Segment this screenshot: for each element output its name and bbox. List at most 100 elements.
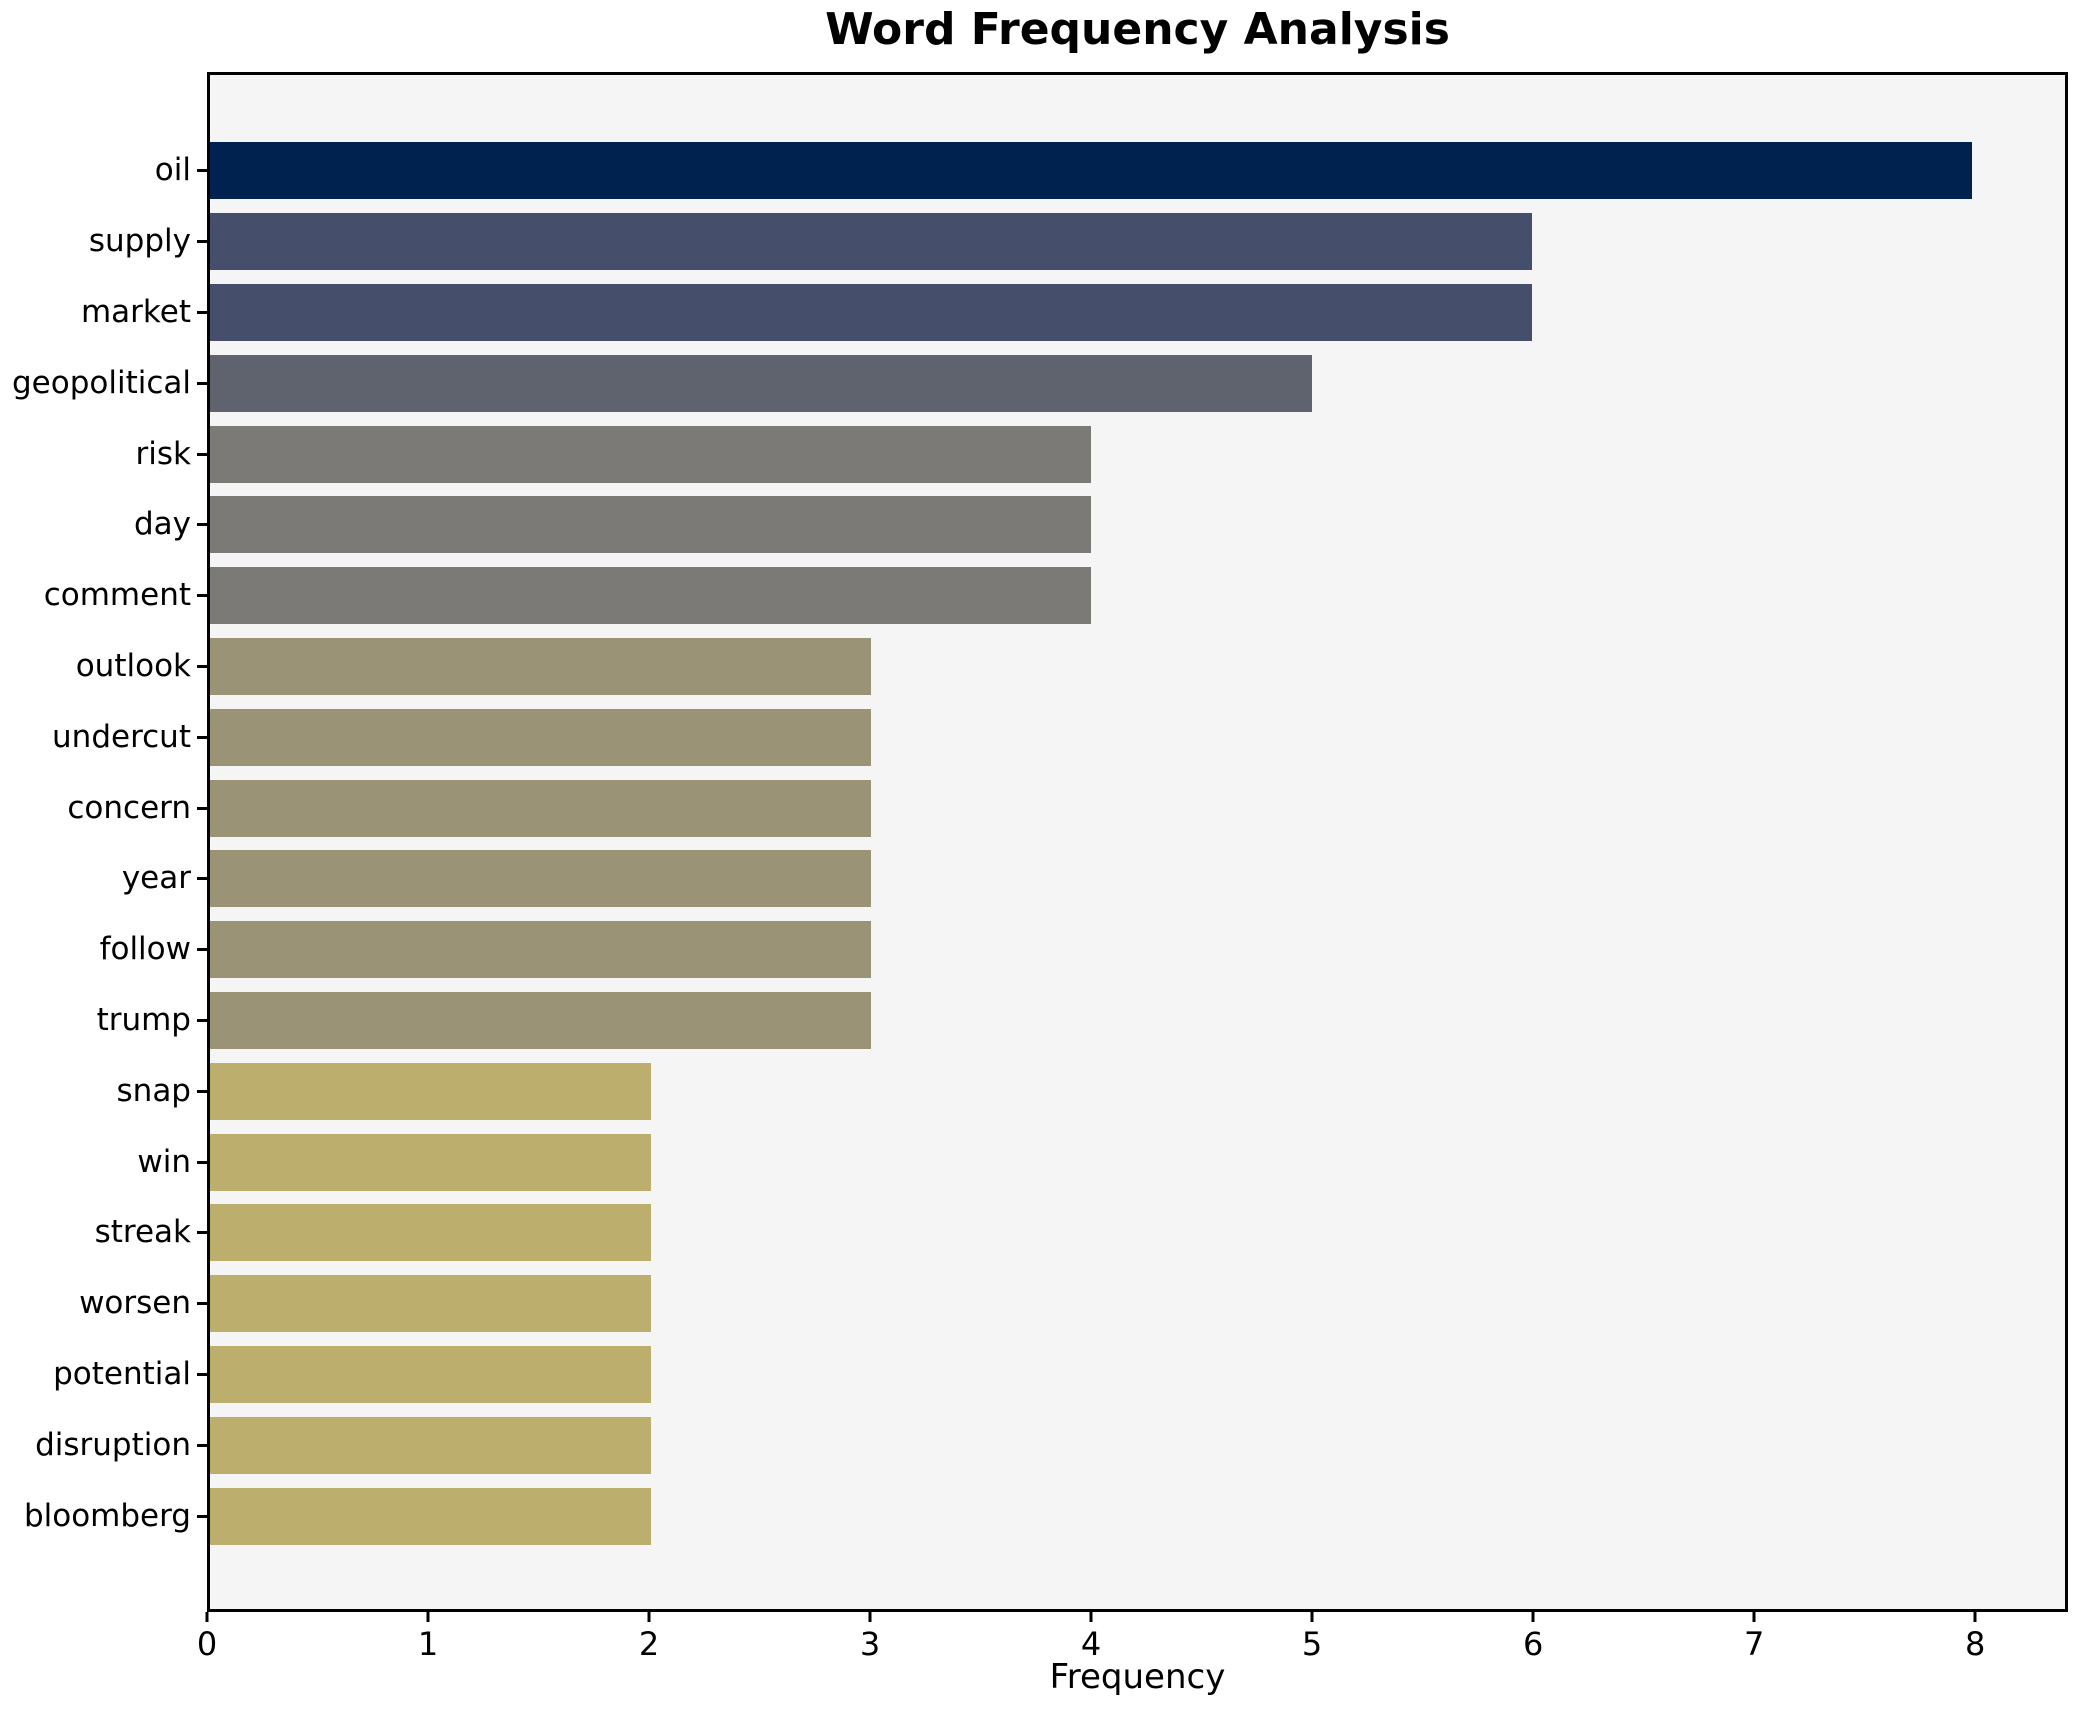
x-tick-mark xyxy=(1089,1612,1093,1622)
bar xyxy=(210,850,871,908)
x-tick-mark xyxy=(1310,1612,1314,1622)
category-label: comment xyxy=(43,577,191,614)
bar-row: day xyxy=(134,490,2065,561)
y-tick-mark xyxy=(197,452,207,456)
bar-row: geopolitical xyxy=(12,348,2065,419)
category-label: year xyxy=(121,860,191,897)
category-label: supply xyxy=(88,223,191,260)
y-tick-mark xyxy=(197,1302,207,1306)
category-label: bloomberg xyxy=(23,1497,191,1534)
x-tick-label: 0 xyxy=(196,1625,218,1663)
bar-row: supply xyxy=(89,206,2065,277)
bar-row: snap xyxy=(117,1056,2065,1127)
bar-row: disruption xyxy=(35,1410,2065,1481)
bar-row: market xyxy=(81,277,2065,348)
y-tick-mark xyxy=(197,1443,207,1447)
x-tick-mark xyxy=(647,1612,651,1622)
bar-row: outlook xyxy=(76,631,2065,702)
bar xyxy=(210,1416,651,1474)
bar xyxy=(210,1133,651,1191)
bar xyxy=(210,1346,651,1404)
bar xyxy=(210,779,871,837)
bar xyxy=(210,638,871,696)
bar xyxy=(210,213,1532,271)
bar xyxy=(210,1204,651,1262)
x-tick-label: 4 xyxy=(1080,1625,1102,1663)
y-tick-mark xyxy=(197,1019,207,1023)
bar xyxy=(210,708,871,766)
bar xyxy=(210,1062,651,1120)
bar-row: worsen xyxy=(79,1268,2065,1339)
x-axis: 0 1 2 3 4 5 6 7 8 xyxy=(197,1612,2068,1712)
x-tick-label: 1 xyxy=(417,1625,439,1663)
category-label: follow xyxy=(99,931,191,968)
chart-title: Word Frequency Analysis xyxy=(825,4,1450,55)
y-tick-mark xyxy=(197,735,207,739)
x-tick-mark xyxy=(1531,1612,1535,1622)
x-tick-mark xyxy=(426,1612,430,1622)
category-label: streak xyxy=(94,1214,191,1251)
bar-row: potential xyxy=(53,1339,2065,1410)
x-tick-label: 6 xyxy=(1522,1625,1544,1663)
category-label: worsen xyxy=(79,1285,191,1322)
x-tick-label: 2 xyxy=(638,1625,660,1663)
category-label: day xyxy=(133,506,191,543)
category-label: outlook xyxy=(75,648,191,685)
bar-row: win xyxy=(137,1127,2065,1198)
y-tick-mark xyxy=(197,523,207,527)
plot-area: oil supply market geopolitical risk day commen… xyxy=(12,72,2068,1612)
y-tick-mark xyxy=(197,1089,207,1093)
category-label: geopolitical xyxy=(11,364,191,401)
y-tick-mark xyxy=(197,948,207,952)
bar xyxy=(210,1487,651,1545)
category-label: trump xyxy=(96,1002,191,1039)
bar xyxy=(210,921,871,979)
bar xyxy=(210,567,1092,625)
bar xyxy=(210,496,1092,554)
x-tick-mark xyxy=(1752,1612,1756,1622)
y-tick-mark xyxy=(197,1373,207,1377)
bar-row: concern xyxy=(67,773,2065,844)
y-tick-mark xyxy=(197,806,207,810)
category-label: potential xyxy=(53,1356,191,1393)
bar xyxy=(210,142,1973,200)
bar xyxy=(210,284,1532,342)
y-tick-mark xyxy=(197,169,207,173)
y-tick-mark xyxy=(197,594,207,598)
category-label: disruption xyxy=(35,1426,191,1463)
bar-row: streak xyxy=(95,1198,2065,1269)
bar xyxy=(210,1275,651,1333)
category-label: risk xyxy=(135,435,191,472)
x-tick-label: 3 xyxy=(859,1625,881,1663)
bar xyxy=(210,992,871,1050)
y-tick-mark xyxy=(197,1231,207,1235)
y-tick-mark xyxy=(197,240,207,244)
x-tick-label: 8 xyxy=(1964,1625,1986,1663)
bar-row: risk xyxy=(136,419,2065,490)
y-tick-mark xyxy=(197,381,207,385)
bar xyxy=(210,354,1312,412)
bar-row: undercut xyxy=(52,702,2065,773)
category-label: concern xyxy=(67,789,191,826)
x-tick-mark xyxy=(868,1612,872,1622)
bar-row: bloomberg xyxy=(24,1481,2065,1552)
y-tick-mark xyxy=(197,1160,207,1164)
category-label: oil xyxy=(154,152,191,189)
category-label: market xyxy=(80,294,191,331)
category-label: snap xyxy=(116,1072,191,1109)
category-label: win xyxy=(137,1143,191,1180)
y-tick-mark xyxy=(197,665,207,669)
x-tick-label: 7 xyxy=(1743,1625,1765,1663)
x-tick-mark xyxy=(205,1612,209,1622)
category-label: undercut xyxy=(52,718,191,755)
y-tick-mark xyxy=(197,311,207,315)
bar-row: oil xyxy=(155,136,2065,207)
y-tick-mark xyxy=(197,1514,207,1518)
bar-row: comment xyxy=(44,560,2065,631)
bar-row: trump xyxy=(97,985,2065,1056)
bar-row: year xyxy=(122,844,2065,915)
bar xyxy=(210,425,1092,483)
x-tick-mark xyxy=(1973,1612,1977,1622)
x-tick-label: 5 xyxy=(1301,1625,1323,1663)
